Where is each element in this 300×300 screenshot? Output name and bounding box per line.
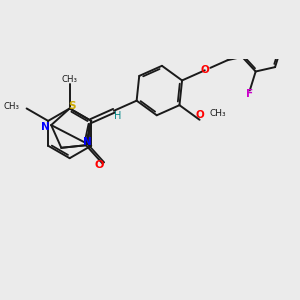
Text: N: N — [41, 122, 50, 132]
Text: CH₃: CH₃ — [62, 76, 78, 85]
Text: S: S — [68, 101, 76, 111]
Text: H: H — [114, 111, 121, 121]
Text: CH₃: CH₃ — [209, 109, 226, 118]
Text: F: F — [246, 89, 253, 99]
Text: CH₃: CH₃ — [3, 102, 19, 111]
Text: O: O — [195, 110, 204, 120]
Text: N: N — [83, 136, 92, 147]
Text: O: O — [94, 160, 104, 170]
Text: O: O — [200, 65, 209, 75]
